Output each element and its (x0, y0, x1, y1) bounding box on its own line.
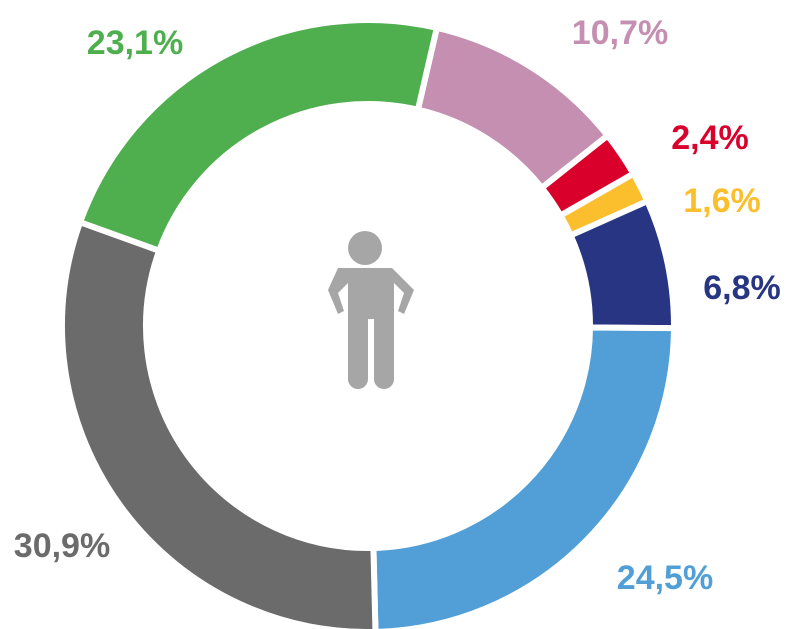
data-label: 1,6% (683, 182, 761, 220)
person-icon (328, 231, 414, 389)
data-label: 6,8% (703, 269, 781, 307)
data-label: 30,9% (14, 527, 110, 565)
donut-segment (76, 17, 441, 255)
data-label: 24,5% (617, 559, 713, 597)
data-label: 10,7% (572, 14, 668, 52)
donut-segment (370, 324, 678, 629)
donut-segment (59, 218, 379, 629)
data-label: 2,4% (671, 119, 749, 157)
data-label: 23,1% (87, 24, 183, 62)
